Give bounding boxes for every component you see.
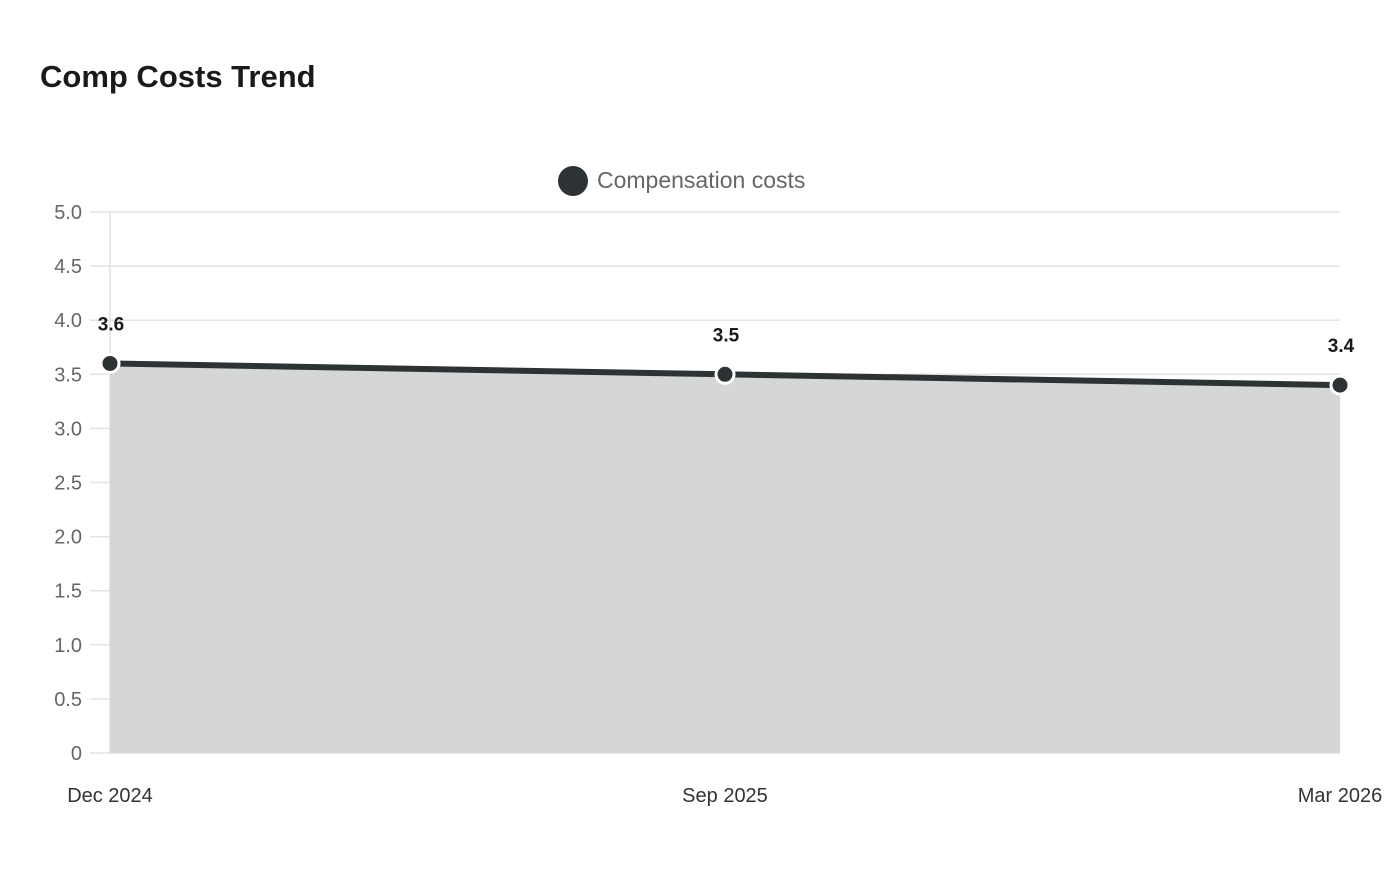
y-tick-label: 0.5 (54, 689, 82, 711)
data-label: 3.6 (98, 314, 124, 335)
y-tick-label: 1.5 (54, 581, 82, 603)
series-markers (99, 352, 1351, 396)
y-axis: 0 0.5 1.0 1.5 2.0 2.5 3.0 3.5 4.0 4.5 5.0 (54, 202, 82, 765)
series-area-fill (110, 363, 1340, 753)
y-tick-label: 2.0 (54, 527, 82, 549)
x-tick-label: Sep 2025 (682, 785, 768, 807)
y-tick-label: 1.0 (54, 635, 82, 657)
data-point (1329, 374, 1351, 396)
x-axis: Dec 2024 Sep 2025 Mar 2026 (67, 785, 1382, 807)
legend-item[interactable]: Compensation costs (558, 166, 805, 196)
legend-marker (558, 166, 588, 196)
data-label: 3.4 (1328, 336, 1355, 357)
y-tick-label: 5.0 (54, 202, 82, 224)
chart-title: Comp Costs Trend (40, 59, 316, 94)
legend-label: Compensation costs (597, 167, 805, 193)
y-tick-label: 3.0 (54, 418, 82, 440)
y-tick-label: 3.5 (54, 364, 82, 386)
x-tick-label: Dec 2024 (67, 785, 153, 807)
series-area (110, 363, 1340, 753)
y-tick-label: 4.5 (54, 256, 82, 278)
data-point (99, 352, 121, 374)
y-tick-label: 2.5 (54, 473, 82, 495)
legend[interactable]: Compensation costs (558, 166, 805, 196)
y-tick-label: 0 (71, 743, 82, 765)
x-tick-label: Mar 2026 (1298, 785, 1383, 807)
data-label: 3.5 (713, 325, 740, 346)
y-tick-label: 4.0 (54, 310, 82, 332)
data-point (714, 363, 736, 385)
data-labels: 3.6 3.5 3.4 (98, 314, 1355, 357)
